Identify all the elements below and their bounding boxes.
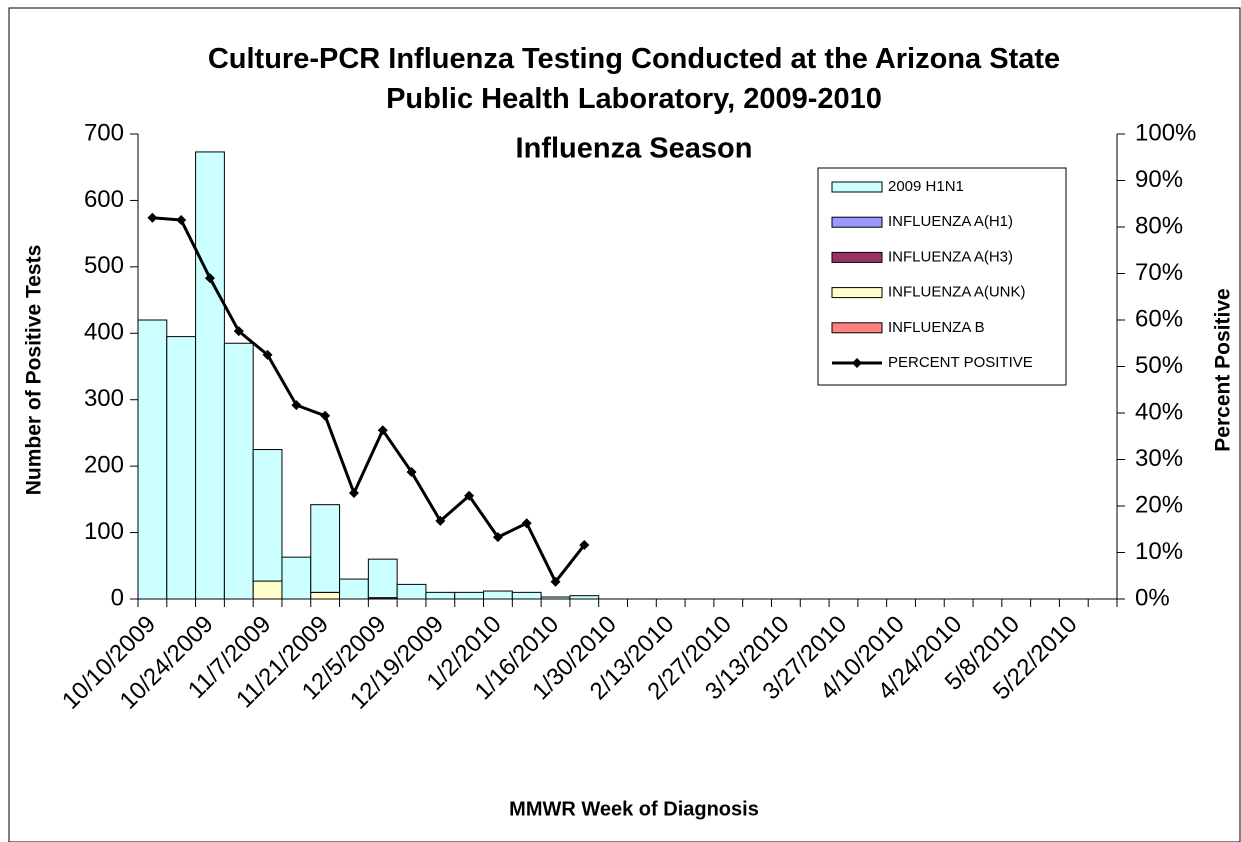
line-marker (320, 410, 331, 421)
line-marker (579, 540, 590, 551)
line-marker (464, 490, 475, 501)
legend-label: PERCENT POSITIVE (888, 354, 1033, 371)
bar (195, 151, 225, 600)
bar (511, 591, 542, 600)
legend-label: INFLUENZA A(UNK) (888, 284, 1026, 301)
bar (454, 591, 485, 600)
y2-axis-label: Percent Positive (1212, 288, 1235, 451)
chart-title: Culture-PCR Influenza Testing Conducted … (208, 43, 1060, 115)
y-tick-label: 300 (84, 385, 124, 412)
line-marker (521, 518, 532, 529)
line-marker (176, 215, 187, 226)
y-tick-label: 400 (84, 319, 124, 346)
bar (252, 580, 283, 600)
legend-swatch (831, 287, 883, 299)
bar (425, 591, 456, 600)
legend-label: INFLUENZA A(H3) (888, 248, 1013, 265)
line-marker (204, 273, 215, 284)
legend-label: INFLUENZA B (888, 319, 985, 336)
chart-frame (8, 7, 1241, 842)
y2-tick-label: 40% (1135, 398, 1183, 425)
bar (367, 558, 398, 599)
y-tick-label: 100 (84, 518, 124, 545)
bar (137, 319, 168, 600)
line-marker (262, 349, 273, 360)
line-marker (233, 326, 244, 337)
line-marker (348, 487, 359, 498)
y2-tick-label: 70% (1135, 259, 1183, 286)
legend-marker (852, 358, 862, 368)
x-axis-label: MMWR Week of Diagnosis (509, 798, 759, 820)
line-marker (435, 515, 446, 526)
bar (339, 578, 369, 600)
legend-swatch (831, 216, 883, 228)
bar (281, 556, 312, 600)
y-tick-label: 200 (84, 451, 124, 478)
y2-tick-label: 80% (1135, 212, 1183, 239)
line-series (152, 216, 586, 585)
legend-label: 2009 H1N1 (888, 178, 964, 195)
bar (483, 590, 513, 600)
line-marker (492, 532, 503, 543)
chart-subtitle: Influenza Season (516, 133, 753, 165)
y-tick-label: 500 (84, 252, 124, 279)
line-marker (291, 400, 302, 411)
line-marker (406, 467, 417, 478)
y2-tick-label: 100% (1135, 119, 1196, 146)
bar (252, 449, 283, 582)
legend-box (817, 167, 1067, 386)
bar (223, 342, 254, 600)
bar (396, 583, 427, 600)
legend-swatch (831, 181, 883, 193)
line-marker (147, 212, 158, 223)
y2-tick-label: 30% (1135, 445, 1183, 472)
y2-tick-label: 20% (1135, 491, 1183, 518)
y2-tick-label: 60% (1135, 305, 1183, 332)
y-tick-label: 600 (84, 186, 124, 213)
y2-tick-label: 50% (1135, 352, 1183, 379)
y-tick-label: 700 (84, 119, 124, 146)
bar (310, 504, 341, 593)
y2-tick-label: 90% (1135, 166, 1183, 193)
y2-tick-label: 10% (1135, 538, 1183, 565)
line-marker (377, 425, 388, 436)
y-axis-label: Number of Positive Tests (23, 245, 46, 496)
y2-tick-label: 0% (1135, 584, 1170, 611)
legend-swatch (831, 251, 883, 263)
bar (166, 336, 197, 600)
bar (310, 591, 341, 600)
legend-swatch (831, 322, 883, 334)
legend-label: INFLUENZA A(H1) (888, 213, 1013, 230)
line-marker (550, 576, 561, 587)
y-tick-label: 0 (111, 584, 124, 611)
